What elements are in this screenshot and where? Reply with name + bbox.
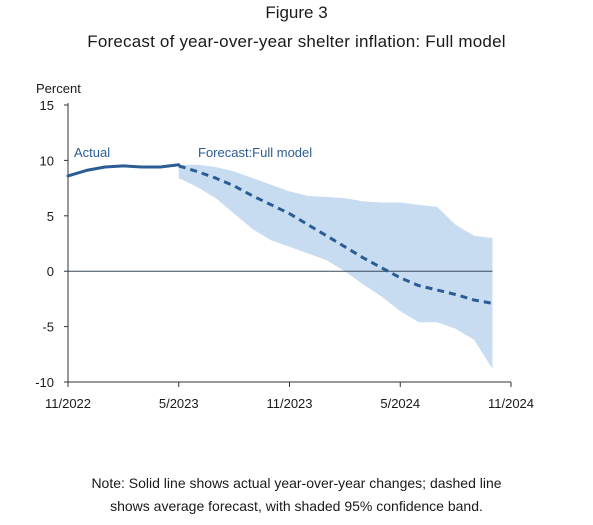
note-line-1: Note: Solid line shows actual year-over-…	[91, 475, 502, 491]
confidence-band-layer	[178, 164, 493, 369]
y-axis-label: Percent	[36, 81, 81, 96]
y-tick-label: 5	[47, 209, 54, 224]
y-tick-label: 10	[40, 153, 54, 168]
x-tick-label: 11/2023	[266, 396, 312, 411]
note-line-2: shows average forecast, with shaded 95% …	[110, 498, 483, 514]
x-tick-label: 11/2022	[45, 396, 91, 411]
y-tick-label: -10	[35, 375, 54, 390]
x-tick-label: 5/2023	[159, 396, 199, 411]
y-tick-label: 15	[40, 98, 54, 113]
annotation-forecast: Forecast:Full model	[198, 145, 312, 160]
x-tick-label: 5/2024	[380, 396, 420, 411]
confidence-band	[178, 164, 493, 369]
chart-note: Note: Solid line shows actual year-over-…	[0, 472, 593, 518]
labels-layer: Percent Actual Forecast:Full model	[36, 81, 312, 160]
forecast-line	[178, 164, 493, 305]
actual-line	[66, 163, 181, 178]
shelter-inflation-chart: 15 10 5 0 -5 -10 11/2022 5/2023 11/2023 5/2024 11/…	[35, 81, 534, 411]
chart-title: Forecast of year-over-year shelter infla…	[87, 32, 506, 51]
y-tick-label: 0	[47, 264, 54, 279]
x-tick-label: 11/2024	[488, 396, 534, 411]
figure-label: Figure 3	[265, 3, 328, 22]
annotation-actual: Actual	[74, 145, 110, 160]
y-tick-label: -5	[42, 320, 54, 335]
series-layer	[66, 163, 493, 305]
axes-layer: 15 10 5 0 -5 -10 11/2022 5/2023 11/2023 5/2024 11/…	[35, 98, 534, 411]
